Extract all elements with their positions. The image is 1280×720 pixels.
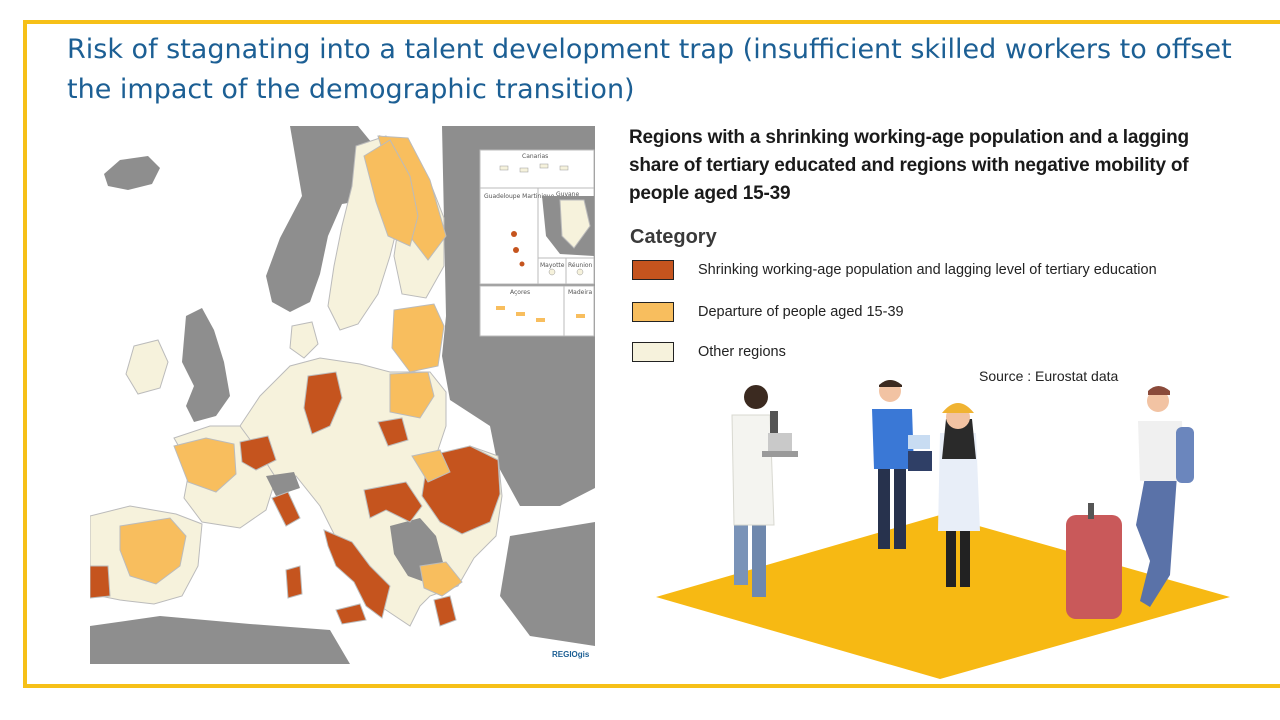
north-africa-shape: [90, 616, 350, 664]
uk-shape: [182, 308, 230, 422]
region-eastern-germany: [303, 371, 343, 435]
regiogis-logo: REGIOgis: [552, 650, 590, 659]
inset-label-acores: Açores: [510, 289, 530, 296]
man-blue-shirt: [872, 380, 930, 549]
region-east-france: [239, 435, 277, 471]
region-bulgaria: [419, 561, 463, 597]
iceland-shape: [104, 156, 160, 190]
region-sardinia: [285, 565, 303, 599]
region-croatia: [363, 481, 423, 523]
inset-label-madeira: Madeira: [568, 289, 592, 296]
yellow-platform: [656, 515, 1230, 679]
region-sweden-north: [363, 139, 419, 247]
source-note: Source : Eurostat data: [979, 368, 1119, 384]
inset-label-mayotte: Mayotte: [540, 262, 565, 269]
region-southeast-france: [271, 491, 301, 527]
europe-map: Canarias Guadeloupe Martinique Guyane Ma…: [89, 126, 595, 664]
woman-hard-hat: [908, 403, 980, 587]
region-south-italy: [323, 529, 391, 619]
region-sicily: [335, 603, 367, 625]
legend-label: Shrinking working-age population and lag…: [698, 262, 1157, 278]
region-east-germany-light: [389, 371, 435, 419]
region-central-spain: [119, 517, 187, 585]
legend-label: Departure of people aged 15-39: [698, 304, 904, 320]
region-west-france: [173, 437, 237, 493]
legend-title: Category: [630, 226, 717, 248]
legend-label: Other regions: [698, 344, 786, 360]
region-hungary: [411, 449, 451, 483]
baltics-shape: [391, 303, 445, 373]
switzerland-shape: [266, 472, 300, 496]
traveller-figure: [1066, 386, 1194, 619]
ireland-shape: [125, 339, 169, 395]
slide-frame: [23, 20, 1280, 688]
scientist-figure: [731, 385, 798, 597]
inset-label-reunion: Réunion: [568, 262, 593, 269]
legend-swatch-dark-orange: [632, 260, 674, 280]
region-portugal: [89, 565, 111, 599]
turkey-shape: [500, 522, 595, 646]
inset-label-canarias: Canarias: [522, 153, 548, 160]
people-illustration: [650, 375, 1250, 680]
denmark-shape: [289, 321, 319, 359]
legend-swatch-cream: [632, 342, 674, 362]
legend-swatch-light-orange: [632, 302, 674, 322]
map-subtitle: Regions with a shrinking working-age pop…: [629, 127, 1189, 204]
region-greece: [433, 595, 457, 627]
inset-label-guyane: Guyane: [556, 191, 579, 198]
region-poland: [377, 417, 409, 447]
slide-title: Risk of stagnating into a talent develop…: [67, 34, 1232, 105]
inset-label-guadeloupe: Guadeloupe Martinique: [484, 193, 555, 200]
